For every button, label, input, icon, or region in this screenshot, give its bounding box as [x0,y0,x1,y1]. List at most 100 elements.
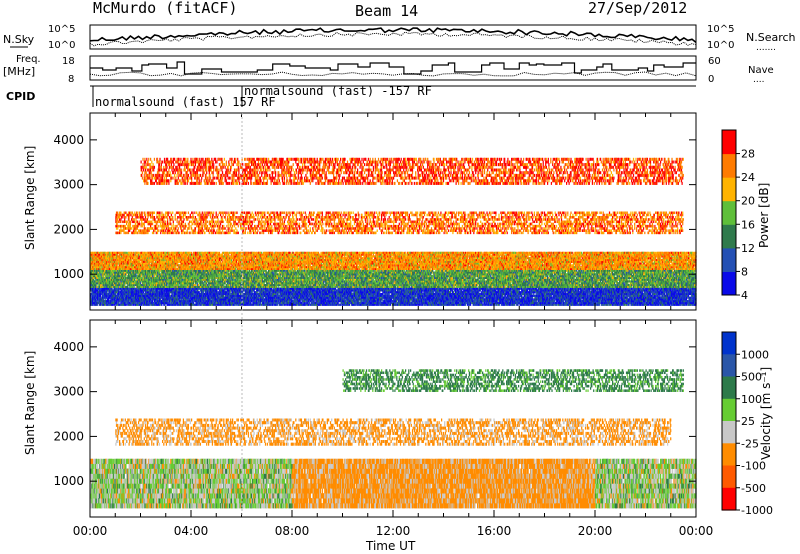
power-cell [165,304,166,306]
power-cell [177,302,178,304]
power-cell [100,293,101,295]
power-cell [118,295,119,297]
power-cell [108,289,109,291]
power-cell [332,289,333,291]
power-cell [295,289,296,291]
power-cell [159,295,160,297]
power-cell [274,289,275,291]
power-cell [100,304,101,306]
power-cell [216,289,217,291]
power-cell [211,293,212,295]
power-cell [135,302,136,304]
power-cell [302,295,303,297]
power-cell [323,288,324,290]
power-cell [235,288,236,290]
power-cell [186,288,187,290]
power-cell [206,302,207,304]
power-cell [293,291,294,293]
power-cell [177,297,178,299]
power-cell [116,304,117,306]
power-cell [231,297,232,299]
power-cell [153,289,154,291]
power-cell [278,302,279,304]
power-cell [166,288,167,290]
power-cell [251,295,252,297]
power-cell [197,293,198,295]
power-cell [228,304,229,306]
power-cell [169,293,170,295]
power-cell [325,298,326,300]
power-cell [335,288,336,290]
power-cell [218,288,219,290]
power-cell [103,289,104,291]
power-cell [144,293,145,295]
power-cell [341,304,342,306]
power-cell [122,293,123,295]
power-cell [115,293,116,295]
power-cell [126,295,127,297]
power-cell [132,297,133,299]
power-cell [106,297,107,299]
freq-left-tick-bottom: 8 [68,74,74,85]
power-cell [110,297,111,299]
power-cell [261,304,262,306]
power-cell [304,302,305,304]
power-cell [95,291,96,293]
power-cell [219,295,220,297]
power-cell [164,289,165,291]
power-cell [223,295,224,297]
power-cell [320,289,321,291]
power-cell [287,304,288,306]
power-cell [305,291,306,293]
power-cell [232,302,233,304]
noise-left-tick-bottom: 10^0 [48,40,75,51]
power-cell [117,297,118,299]
power-cell [338,295,339,297]
power-cell [190,297,191,299]
power-cell [303,288,304,290]
power-cell [114,304,115,306]
power-cell [137,288,138,290]
noise-sky-label: N.Sky [3,33,35,46]
power-cell [298,297,299,299]
power-cell [142,293,143,295]
power-cell [227,291,228,293]
power-cell [116,288,117,290]
power-cell [200,288,201,290]
power-cell [289,297,290,299]
power-cell [282,304,283,306]
power-cell [204,295,205,297]
power-cell [131,304,132,306]
power-cell [247,295,248,297]
power-cell [273,293,274,295]
power-cell [162,291,163,293]
power-cell [165,291,166,293]
power-cell [189,302,190,304]
nave-dots: .... [753,75,764,85]
power-cell [144,304,145,306]
power-cell [330,302,331,304]
power-cell [219,297,220,299]
power-cell [172,293,173,295]
power-cell [223,289,224,291]
power-cell [133,295,134,297]
power-cell [309,302,310,304]
power-cell [322,288,323,290]
power-cell [105,289,106,291]
power-cell [296,304,297,306]
power-cell [260,302,261,304]
power-cell [336,295,337,297]
power-cell [267,288,268,290]
power-cell [296,293,297,295]
freq-right-tick-top: 60 [708,56,721,67]
power-cell [175,295,176,297]
power-cell [170,295,171,297]
power-cell [235,304,236,306]
power-cell [271,302,272,304]
power-cell [149,288,150,290]
power-cell [100,289,101,291]
power-cell [120,297,121,299]
power-cell [281,302,282,304]
power-cell [125,304,126,306]
